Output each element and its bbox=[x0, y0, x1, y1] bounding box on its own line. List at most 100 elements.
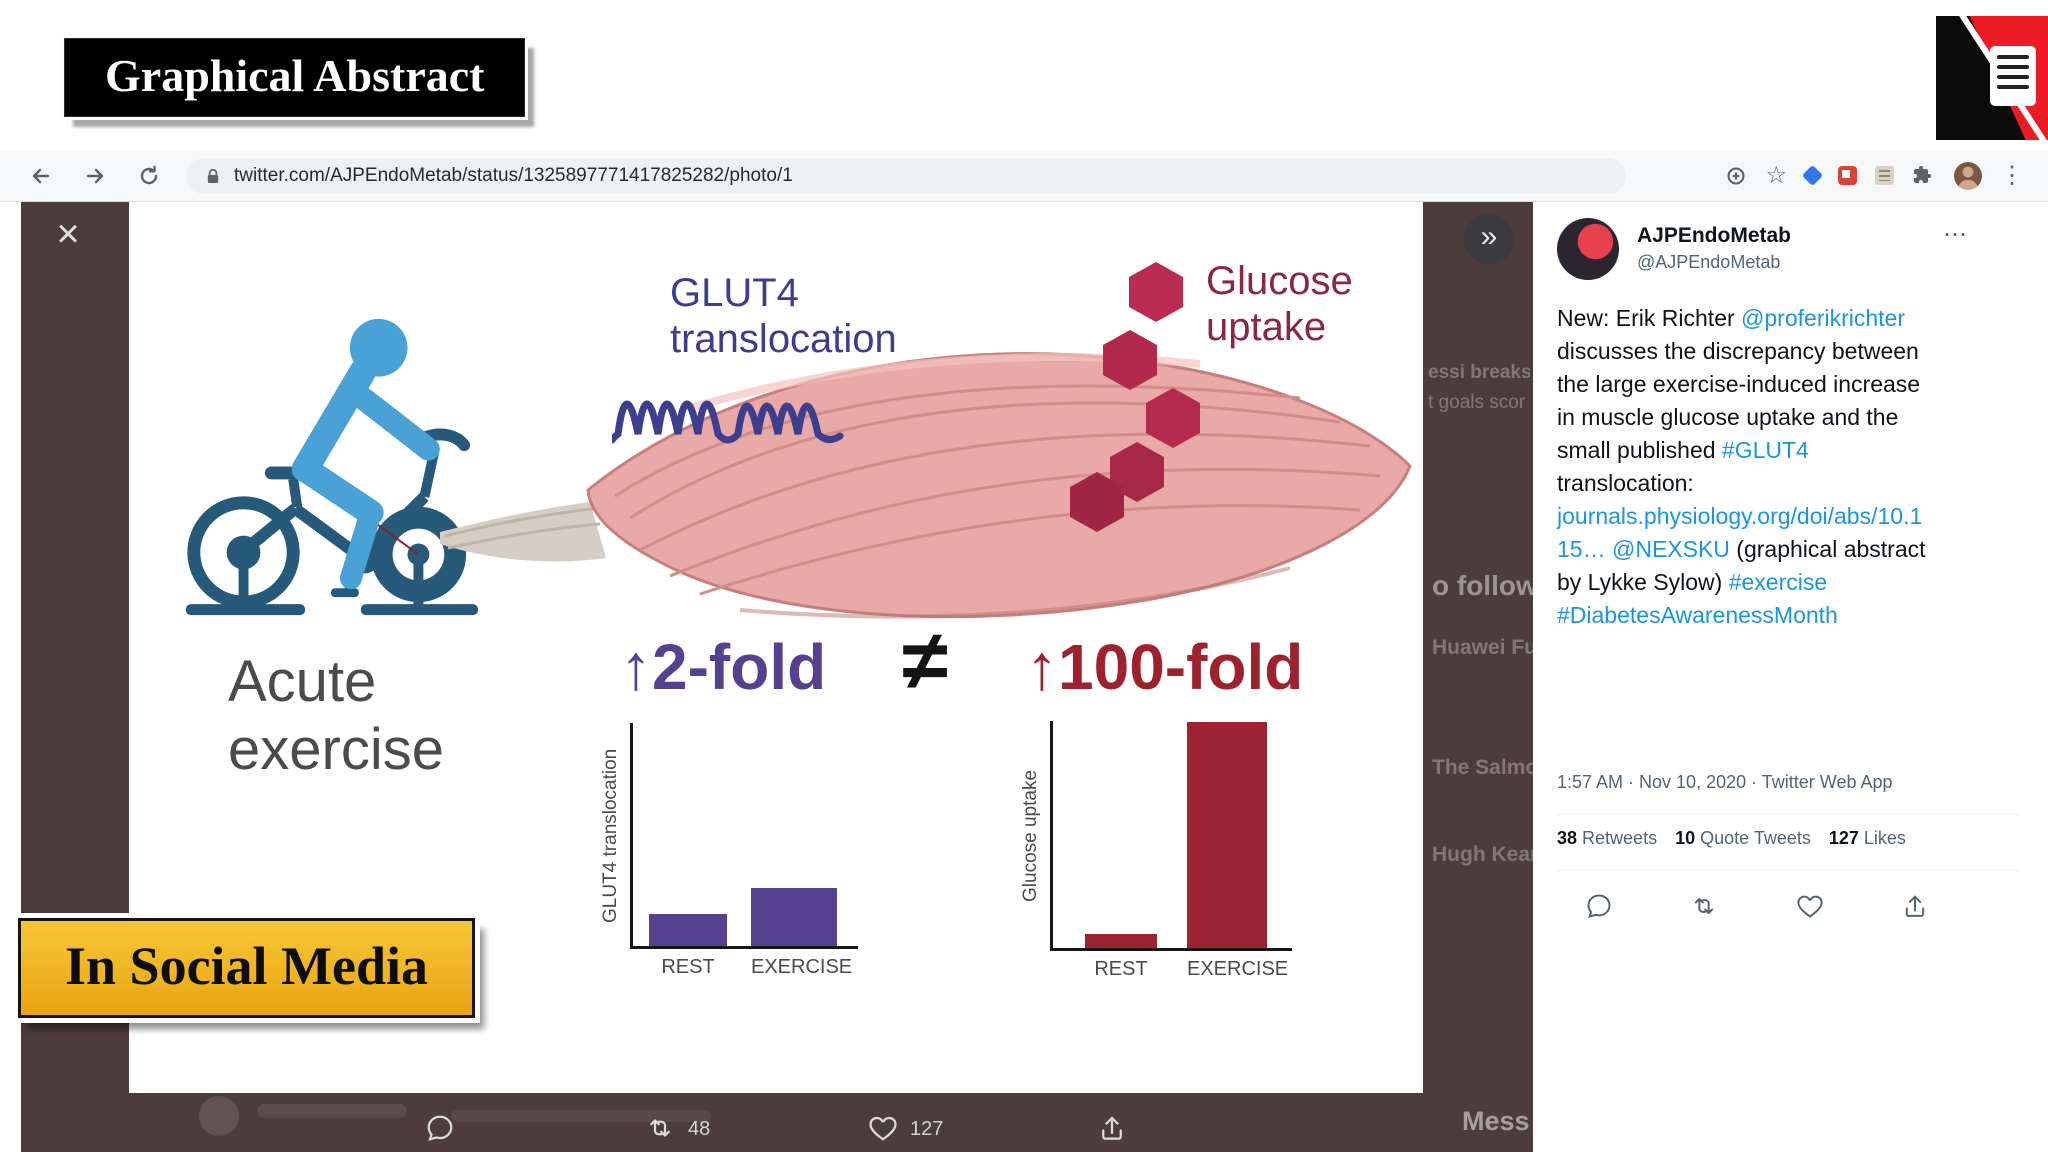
tweet-link[interactable]: #GLUT4 bbox=[1721, 437, 1809, 463]
reply-icon[interactable] bbox=[425, 1113, 455, 1143]
extension-red-icon[interactable] bbox=[1838, 166, 1857, 185]
browser-toolbar: twitter.com/AJPEndoMetab/status/13258977… bbox=[0, 150, 2048, 202]
dimmed-text: Hugh Kear bbox=[1432, 843, 1533, 866]
zoom-icon[interactable] bbox=[1725, 165, 1747, 187]
lock-icon bbox=[207, 168, 219, 183]
bookmark-star-icon[interactable]: ☆ bbox=[1765, 161, 1787, 189]
muscle-illustration bbox=[440, 352, 1412, 619]
tweet-link[interactable]: #DiabetesAwarenessMonth bbox=[1557, 602, 1838, 628]
dimmed-text: Mess bbox=[1462, 1106, 1530, 1136]
tweet-avatar[interactable] bbox=[1557, 218, 1619, 280]
share-icon[interactable] bbox=[1901, 892, 1929, 920]
tweet-author-name[interactable]: AJPEndoMetab bbox=[1637, 224, 1792, 247]
acute-exercise-label: Acute exercise bbox=[228, 648, 444, 785]
share-icon[interactable] bbox=[1097, 1113, 1127, 1143]
x-tick-label: REST bbox=[661, 956, 715, 978]
tweet-text-segment: New: Erik Richter bbox=[1557, 305, 1742, 331]
bar-exercise bbox=[751, 888, 837, 946]
browser-menu-icon[interactable]: ⋮ bbox=[2000, 161, 2024, 189]
graphical-abstract-banner: Graphical Abstract bbox=[64, 38, 526, 117]
more-options-icon[interactable]: ⋯ bbox=[1943, 221, 1969, 248]
acute-line1: Acute bbox=[228, 649, 377, 714]
retweet-icon[interactable] bbox=[1690, 892, 1718, 920]
tweet-link[interactable]: journals.physiology.org/doi/abs/10.115… bbox=[1557, 503, 1923, 562]
glucose-hexagon bbox=[1129, 262, 1183, 322]
tweet-timestamp: 1:57 AM · Nov 10, 2020 · Twitter Web App bbox=[1557, 772, 1893, 792]
journal-book-icon bbox=[1990, 46, 2036, 106]
refresh-icon[interactable] bbox=[132, 159, 166, 193]
tweet-author-handle[interactable]: @AJPEndoMetab bbox=[1637, 252, 1781, 272]
tweet-link[interactable]: #exercise bbox=[1728, 569, 1828, 595]
glucose-hexagon bbox=[1146, 388, 1200, 448]
glut4-translocation-label: GLUT4 translocation bbox=[670, 270, 897, 362]
x-tick-label: REST bbox=[1094, 958, 1148, 980]
retweets-label: Retweets bbox=[1582, 828, 1658, 848]
bar-rest bbox=[649, 914, 727, 946]
dimmed-text: t goals scor bbox=[1428, 392, 1526, 413]
glut4-translocation-chart: GLUT4 translocation REST EXERCISE bbox=[600, 723, 858, 979]
next-photo-icon[interactable]: » bbox=[1464, 214, 1514, 264]
glut4-chart-x-labels: REST EXERCISE bbox=[630, 956, 858, 979]
glucose-chart-y-axis-label: Glucose uptake bbox=[1020, 769, 1041, 903]
dimmed-text: o follow bbox=[1432, 570, 1533, 601]
cyclist-illustration bbox=[185, 318, 479, 616]
tweet-action-bar bbox=[1585, 892, 1929, 920]
acute-line2: exercise bbox=[228, 717, 444, 783]
journal-logo bbox=[1936, 16, 2048, 140]
like-icon[interactable] bbox=[1796, 892, 1824, 920]
quote-tweets-count: 10 bbox=[1675, 828, 1696, 848]
tweet-text-segment: translocation: bbox=[1557, 470, 1694, 496]
tweet-text: New: Erik Richter @proferikrichter discu… bbox=[1557, 302, 1929, 632]
glucose-hexagon bbox=[1103, 330, 1157, 390]
url-text: twitter.com/AJPEndoMetab/status/13258977… bbox=[234, 164, 793, 186]
extension-gray-icon[interactable] bbox=[1875, 166, 1894, 185]
quote-tweets-label: Quote Tweets bbox=[1700, 828, 1811, 848]
bar-rest bbox=[1085, 934, 1157, 948]
retweet-icon[interactable] bbox=[645, 1113, 675, 1143]
address-bar[interactable]: twitter.com/AJPEndoMetab/status/13258977… bbox=[186, 157, 1626, 194]
close-icon[interactable]: × bbox=[56, 211, 80, 256]
glut4-line1: GLUT4 bbox=[670, 271, 799, 315]
retweets-count: 38 bbox=[1557, 828, 1578, 848]
glucose-chart-plot-area bbox=[1050, 721, 1292, 951]
like-count: 127 bbox=[910, 1118, 944, 1140]
dimmed-avatar bbox=[199, 1096, 239, 1136]
divider bbox=[1557, 870, 2019, 871]
browser-profile-avatar[interactable] bbox=[1954, 161, 1982, 190]
x-tick-label: EXERCISE bbox=[751, 956, 853, 978]
glucose-uptake-label: Glucose uptake bbox=[1206, 258, 1353, 350]
tweet-link[interactable]: @proferikrichter bbox=[1741, 305, 1905, 331]
divider bbox=[1557, 814, 2019, 815]
retweets-stat[interactable]: 38 Retweets bbox=[1557, 828, 1657, 849]
not-equal-symbol: ≠ bbox=[902, 613, 949, 707]
glut4-chart-plot-area bbox=[630, 723, 858, 949]
tweet-text-segment: discusses the discrepancy between the la… bbox=[1557, 338, 1921, 463]
tweet-link[interactable]: @NEXSKU bbox=[1611, 536, 1730, 562]
hundred-fold-annotation: ↑100-fold bbox=[1026, 631, 1304, 703]
tweet-text-segment: (graphical abstract by Lykke Sylow) bbox=[1557, 536, 1926, 595]
two-fold-annotation: ↑2-fold bbox=[620, 631, 827, 703]
glucose-chart-x-labels: REST EXERCISE bbox=[1050, 958, 1292, 981]
glut4-line2: translocation bbox=[670, 317, 897, 361]
glut4-chart-y-axis-label: GLUT4 translocation bbox=[600, 748, 621, 924]
dimmed-text-bar bbox=[451, 1110, 711, 1122]
glucose-hexagon bbox=[1070, 472, 1124, 532]
extensions-puzzle-icon[interactable] bbox=[1912, 164, 1936, 188]
extension-blue-icon[interactable] bbox=[1801, 164, 1824, 187]
likes-label: Likes bbox=[1863, 828, 1906, 848]
reply-icon[interactable] bbox=[1585, 892, 1613, 920]
like-icon[interactable] bbox=[868, 1113, 898, 1143]
dimmed-text: essi breaks bbox=[1428, 362, 1530, 383]
tweet-detail-panel: AJPEndoMetab @AJPEndoMetab ⋯ New: Erik R… bbox=[1533, 202, 2048, 1152]
tweet-stats: 38 Retweets 10 Quote Tweets 127 Likes bbox=[1557, 828, 1906, 849]
back-icon[interactable] bbox=[24, 159, 58, 193]
retweet-count: 48 bbox=[688, 1118, 711, 1140]
glut4-transporter-icon bbox=[612, 400, 844, 444]
quote-tweets-stat[interactable]: 10 Quote Tweets bbox=[1675, 828, 1811, 849]
forward-icon[interactable] bbox=[78, 159, 112, 193]
toolbar-right-icons: ☆ ⋮ bbox=[1725, 161, 2024, 190]
in-social-media-banner: In Social Media bbox=[18, 918, 476, 1018]
likes-stat[interactable]: 127 Likes bbox=[1829, 828, 1906, 849]
dimmed-text: Huawei Fu bbox=[1432, 636, 1533, 659]
